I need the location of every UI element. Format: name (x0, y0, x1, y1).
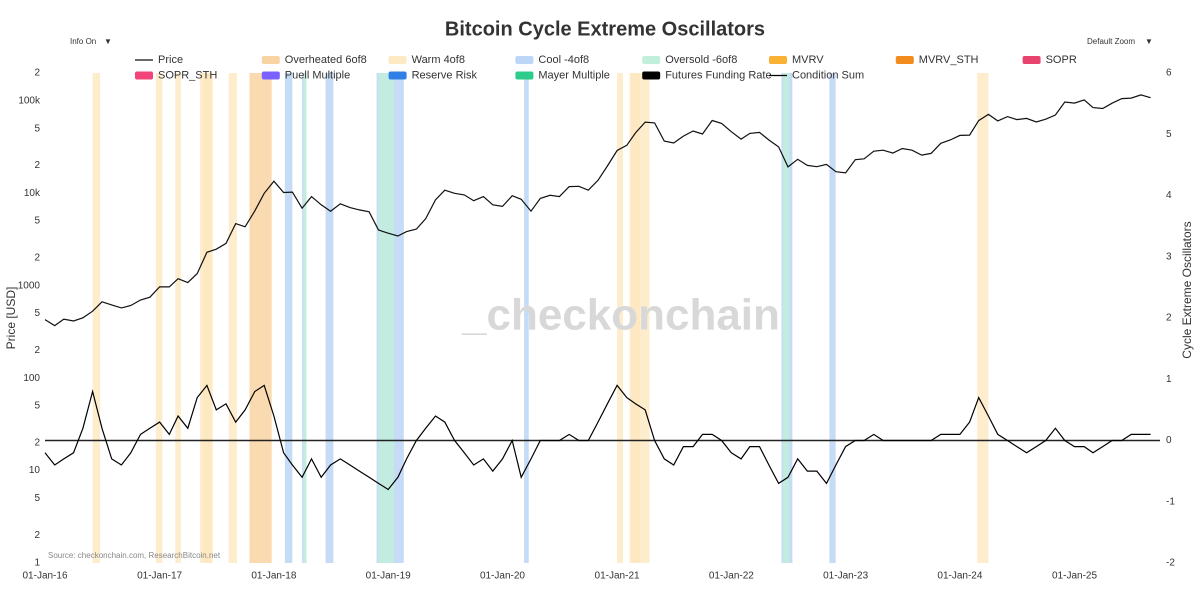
series-line (44, 384, 1151, 491)
legend-label: Warm 4of8 (412, 54, 465, 66)
y-tick-label: 5 (34, 216, 40, 227)
y-tick-label: 100k (18, 95, 41, 106)
y-tick-label: 5 (34, 401, 40, 412)
y-tick-label: 2 (34, 345, 40, 356)
region (303, 73, 307, 563)
legend-swatch (388, 56, 407, 64)
region (199, 73, 213, 563)
legend-label: Overheated 6of8 (285, 54, 367, 66)
region (829, 73, 836, 563)
legend-label: Mayer Multiple (538, 69, 610, 81)
y2-tick-label: -1 (1166, 496, 1175, 507)
x-tick-label: 01-Jan-16 (22, 571, 67, 582)
y-tick-label: 10k (24, 188, 41, 199)
legend-label: Condition Sum (792, 69, 864, 81)
legend-swatch (642, 56, 661, 64)
legend-swatch (261, 71, 280, 80)
info-toggle[interactable]: Info On (70, 37, 96, 46)
region (249, 73, 272, 563)
legend-swatch (769, 56, 787, 64)
y2-tick-label: -2 (1166, 558, 1175, 569)
x-tick-label: 01-Jan-19 (366, 571, 411, 582)
y-tick-label: 5 (34, 493, 40, 504)
legend-label: Cool -4of8 (538, 54, 589, 66)
region (977, 73, 989, 563)
legend-swatch (261, 56, 280, 64)
legend-label: Futures Funding Rate (665, 69, 771, 81)
y-tick-label: 2 (34, 68, 40, 79)
y2-tick-label: 3 (1166, 251, 1172, 262)
region (378, 73, 395, 563)
legend-label: Oversold -6of8 (665, 54, 737, 66)
y-tick-label: 5 (34, 308, 40, 319)
x-tick-label: 01-Jan-17 (137, 571, 182, 582)
legend-label: SOPR_STH (158, 69, 217, 81)
y-axis-label: Price [USD] (4, 287, 18, 350)
zoom-arrow[interactable]: ▼ (1145, 37, 1153, 46)
legend-label: Reserve Risk (412, 69, 478, 81)
region (284, 73, 293, 563)
legend-swatch (895, 56, 914, 64)
legend-label: SOPR (1046, 54, 1077, 66)
region (617, 73, 624, 563)
x-tick-label: 01-Jan-18 (251, 571, 296, 582)
legend-swatch (515, 56, 534, 64)
series-line (44, 94, 1151, 327)
y-tick-label: 2 (34, 253, 40, 264)
chart-title: Bitcoin Cycle Extreme Oscillators (445, 18, 765, 40)
y2-tick-label: 5 (1166, 129, 1172, 140)
y2-tick-label: 0 (1166, 435, 1172, 446)
legend-swatch (1022, 56, 1041, 64)
zoom-select[interactable]: Default Zoom (1087, 37, 1135, 46)
x-tick-label: 01-Jan-22 (709, 571, 754, 582)
legend-swatch (388, 71, 407, 80)
y2-axis-label: Cycle Extreme Oscillators (1180, 221, 1194, 358)
source: Source: checkonchain.com, ResearchBitcoi… (48, 551, 221, 560)
region (228, 73, 237, 563)
legend-label: MVRV_STH (919, 54, 979, 66)
y-tick-label: 100 (23, 373, 40, 384)
legend-label: Price (158, 54, 183, 66)
y2-tick-label: 1 (1166, 374, 1172, 385)
region (325, 73, 334, 563)
x-tick-label: 01-Jan-21 (595, 571, 640, 582)
x-tick-label: 01-Jan-20 (480, 571, 525, 582)
region (155, 73, 163, 563)
region (783, 73, 790, 563)
legend-swatch (515, 71, 534, 80)
legend-swatch (642, 71, 661, 80)
region (175, 73, 181, 563)
y-tick-label: 10 (29, 465, 41, 476)
region (92, 73, 101, 563)
watermark: _checkonchain (461, 291, 780, 340)
legend-swatch (135, 71, 153, 80)
y-tick-label: 2 (34, 530, 40, 541)
x-tick-label: 01-Jan-24 (937, 571, 982, 582)
y-tick-label: 2 (34, 160, 40, 171)
region (524, 73, 529, 563)
legend-label: Puell Multiple (285, 69, 350, 81)
y-tick-label: 2 (34, 437, 40, 448)
y2-tick-label: 6 (1166, 68, 1172, 79)
y2-tick-label: 4 (1166, 190, 1172, 201)
y-tick-label: 5 (34, 123, 40, 134)
x-tick-label: 01-Jan-25 (1052, 571, 1097, 582)
y2-tick-label: 2 (1166, 313, 1172, 324)
info-arrow[interactable]: ▼ (104, 37, 112, 46)
legend-label: MVRV (792, 54, 824, 66)
y-tick-label: 1000 (18, 280, 41, 291)
y-tick-label: 1 (34, 558, 40, 569)
x-tick-label: 01-Jan-23 (823, 571, 868, 582)
